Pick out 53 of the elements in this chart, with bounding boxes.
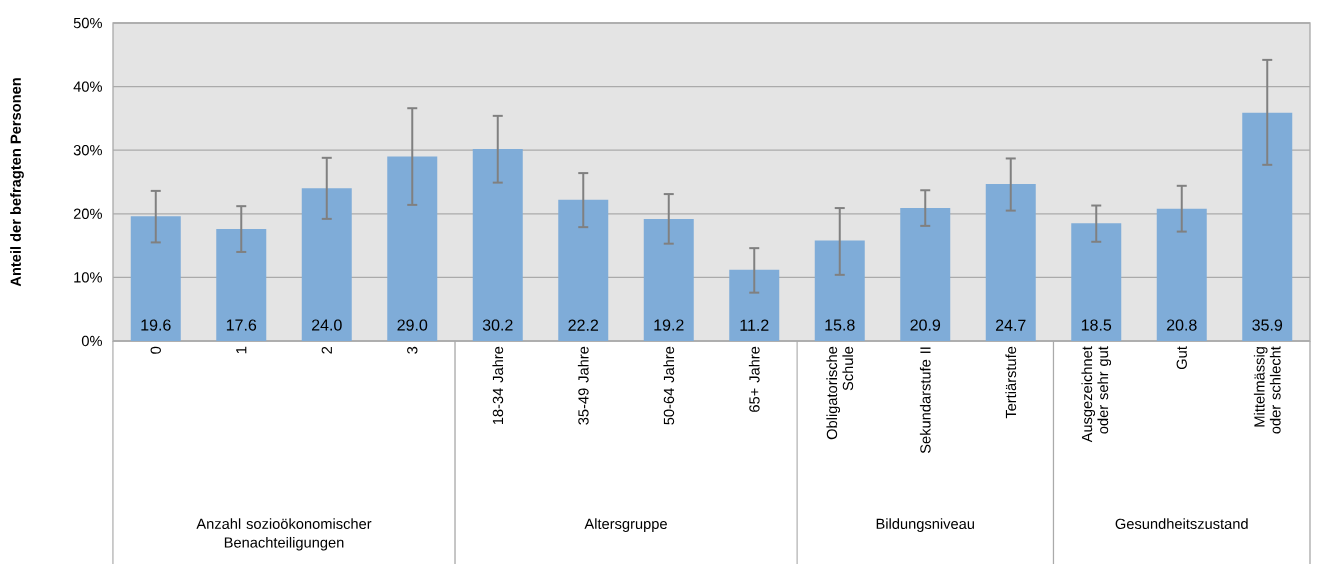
x-tick-label: 35-49 Jahre — [577, 346, 589, 425]
x-tick-label: Tertiärstufe — [1005, 346, 1017, 419]
x-tick-label: Ausgezeichnet oder sehr gut — [1081, 346, 1112, 443]
bar — [130, 216, 181, 342]
bar — [558, 199, 609, 342]
data-label: 17.6 — [226, 319, 257, 331]
x-tick-label: 65+ Jahre — [748, 346, 760, 413]
x-tick-label: 2 — [321, 347, 332, 354]
data-label: 19.6 — [141, 319, 171, 331]
bar — [985, 184, 1036, 342]
x-tick-label: 3 — [407, 346, 418, 354]
data-label: 11.2 — [740, 319, 769, 331]
bar — [301, 188, 352, 342]
y-axis-title: Anteil der befragten Personen — [10, 78, 24, 287]
x-tick-label: Gut — [1176, 346, 1187, 370]
bar — [1242, 112, 1293, 342]
bar — [814, 240, 865, 342]
bar — [472, 149, 523, 342]
x-tick-label: Mittelmässig oder schlecht — [1253, 346, 1281, 434]
bar — [1156, 208, 1207, 342]
text: Bildungsniveau — [876, 518, 974, 533]
data-label: 15.8 — [825, 319, 855, 331]
data-label: 20.8 — [1166, 319, 1197, 331]
bar — [216, 229, 267, 342]
bar — [387, 156, 438, 342]
bar — [1071, 223, 1122, 342]
data-label: 24.7 — [995, 319, 1026, 331]
x-tick-label: 50-64 Jahre — [663, 346, 675, 425]
y-tick-label: 10% — [74, 272, 102, 283]
data-label: 30.2 — [482, 319, 513, 331]
data-label: 19.2 — [654, 319, 684, 331]
text: Anzahl sozioökonomischer Benachteiligungen — [196, 518, 372, 551]
data-label: 22.2 — [568, 319, 599, 331]
data-label: 35.9 — [1252, 319, 1283, 331]
data-label: 29.0 — [397, 319, 428, 331]
y-tick-label: 40% — [73, 81, 102, 92]
text: Gesundheitszustand — [1115, 518, 1248, 530]
x-tick-label: 0 — [150, 346, 161, 354]
x-tick-label: Sekundarstufe II — [919, 347, 931, 454]
data-label: 20.9 — [910, 319, 941, 331]
x-tick-label: 1 — [236, 347, 247, 354]
y-tick-label: 0% — [81, 335, 102, 347]
bar — [729, 269, 780, 342]
bar — [900, 208, 951, 342]
y-tick-label: 50% — [73, 17, 102, 29]
text: Altersgruppe — [584, 518, 667, 533]
data-label: 18.5 — [1081, 319, 1112, 331]
y-tick-label: 20% — [73, 208, 102, 220]
x-tick-label: Obligatorische Schule — [826, 346, 854, 440]
x-tick-label: 18-34 Jahre — [492, 346, 504, 425]
y-tick-label: 30% — [73, 145, 102, 156]
data-label: 24.0 — [311, 319, 342, 331]
bar — [643, 219, 694, 342]
